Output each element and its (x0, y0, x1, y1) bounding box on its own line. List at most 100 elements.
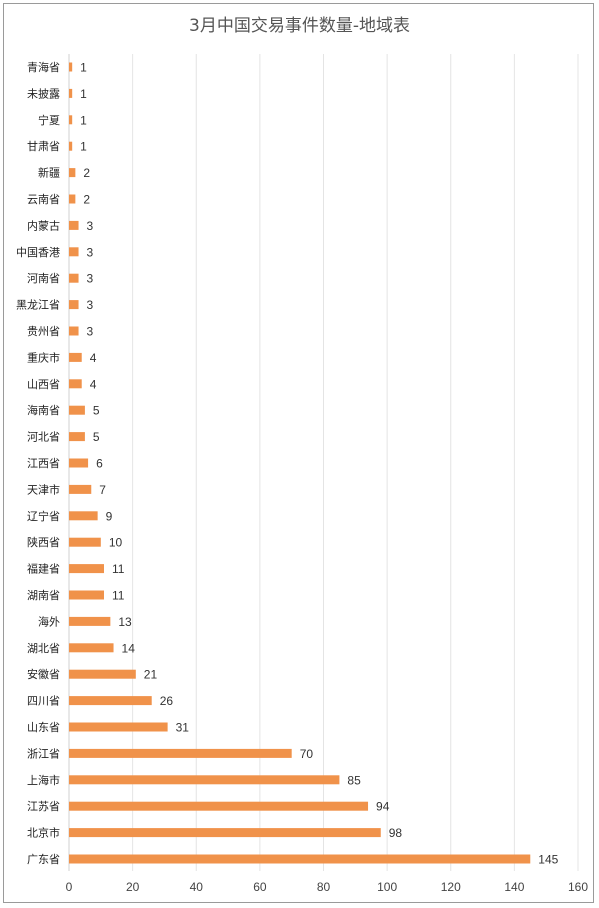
bar (69, 247, 79, 257)
data-label: 3 (87, 219, 94, 233)
data-label: 26 (160, 694, 174, 708)
category-label: 浙江省 (27, 747, 60, 760)
bar (69, 669, 136, 679)
data-label: 9 (106, 509, 113, 523)
category-label: 辽宁省 (27, 509, 60, 523)
category-label: 海南省 (27, 403, 60, 417)
bar (69, 379, 82, 389)
data-label: 1 (80, 113, 87, 127)
data-label: 1 (80, 87, 87, 101)
x-tick-label: 20 (126, 880, 140, 894)
x-tick-label: 160 (568, 880, 588, 894)
data-label: 1 (80, 61, 87, 75)
category-label: 北京市 (27, 826, 60, 840)
bar (69, 537, 101, 547)
bar (69, 722, 168, 732)
bar (69, 220, 79, 230)
bar (69, 352, 82, 362)
data-label: 98 (389, 826, 403, 840)
category-label: 陕西省 (27, 535, 60, 549)
data-label: 2 (83, 166, 90, 180)
category-label: 重庆市 (27, 350, 60, 364)
bar (69, 458, 89, 468)
data-label: 6 (96, 457, 103, 471)
category-label: 甘肃省 (27, 140, 60, 153)
category-label: 江苏省 (27, 800, 60, 813)
category-label: 上海市 (27, 773, 60, 787)
data-label: 11 (112, 589, 125, 603)
category-label: 宁夏 (38, 113, 60, 127)
category-label: 河北省 (27, 431, 60, 444)
data-label: 85 (347, 773, 361, 787)
data-label: 4 (90, 351, 97, 365)
category-label: 未披露 (27, 86, 60, 100)
bar (69, 854, 531, 864)
data-label: 3 (87, 245, 94, 259)
data-label: 70 (300, 747, 314, 761)
category-label: 云南省 (27, 193, 60, 206)
bar (69, 405, 85, 415)
bar (69, 88, 73, 98)
category-label: 内蒙古 (27, 218, 60, 232)
data-label: 145 (538, 853, 558, 867)
data-label: 11 (112, 562, 125, 576)
bar (69, 484, 92, 494)
category-label: 山西省 (27, 378, 60, 391)
data-label: 13 (118, 615, 132, 629)
data-label: 7 (99, 483, 106, 497)
category-label: 福建省 (27, 562, 60, 576)
bar (69, 511, 98, 521)
category-label: 江西省 (27, 457, 60, 470)
bar (69, 141, 73, 151)
category-label: 河南省 (27, 272, 60, 285)
data-label: 31 (176, 721, 190, 735)
x-tick-label: 120 (441, 880, 461, 894)
bar (69, 643, 114, 653)
data-label: 3 (87, 325, 94, 339)
bar (69, 432, 85, 442)
category-label: 新疆 (38, 166, 60, 180)
chart-title: 3月中国交易事件数量-地域表 (189, 16, 410, 36)
data-label: 94 (376, 800, 390, 814)
data-label: 10 (109, 536, 123, 550)
category-label: 青海省 (27, 60, 60, 74)
data-label: 2 (83, 193, 90, 207)
category-label: 广东省 (27, 853, 60, 866)
x-tick-label: 140 (504, 880, 524, 894)
bar (69, 564, 104, 574)
x-tick-label: 60 (253, 880, 267, 894)
bar (69, 590, 104, 600)
data-label: 14 (122, 641, 136, 655)
x-tick-label: 80 (317, 880, 331, 894)
category-label: 湖南省 (27, 589, 60, 602)
category-label: 安徽省 (27, 667, 60, 681)
category-label: 四川省 (27, 695, 60, 708)
bar (69, 62, 73, 72)
bar (69, 696, 152, 706)
bar (69, 300, 79, 310)
bar (69, 168, 76, 178)
data-label: 4 (90, 377, 97, 391)
bar (69, 115, 73, 125)
category-label: 中国香港 (16, 246, 60, 259)
x-tick-label: 100 (377, 880, 397, 894)
category-label: 黑龙江省 (16, 299, 60, 312)
bar (69, 326, 79, 336)
bar (69, 775, 340, 785)
data-label: 1 (80, 140, 87, 154)
bar (69, 273, 79, 283)
x-tick-label: 40 (190, 880, 204, 894)
category-label: 湖北省 (27, 642, 60, 655)
data-label: 3 (87, 272, 94, 286)
bar (69, 828, 381, 838)
bar (69, 194, 76, 204)
bar (69, 748, 292, 758)
data-label: 3 (87, 298, 94, 312)
bar (69, 801, 369, 811)
category-label: 山东省 (27, 721, 60, 734)
x-tick-label: 0 (66, 880, 73, 894)
category-label: 贵州省 (27, 325, 60, 338)
category-label: 天津市 (27, 482, 60, 496)
bar (69, 616, 111, 626)
